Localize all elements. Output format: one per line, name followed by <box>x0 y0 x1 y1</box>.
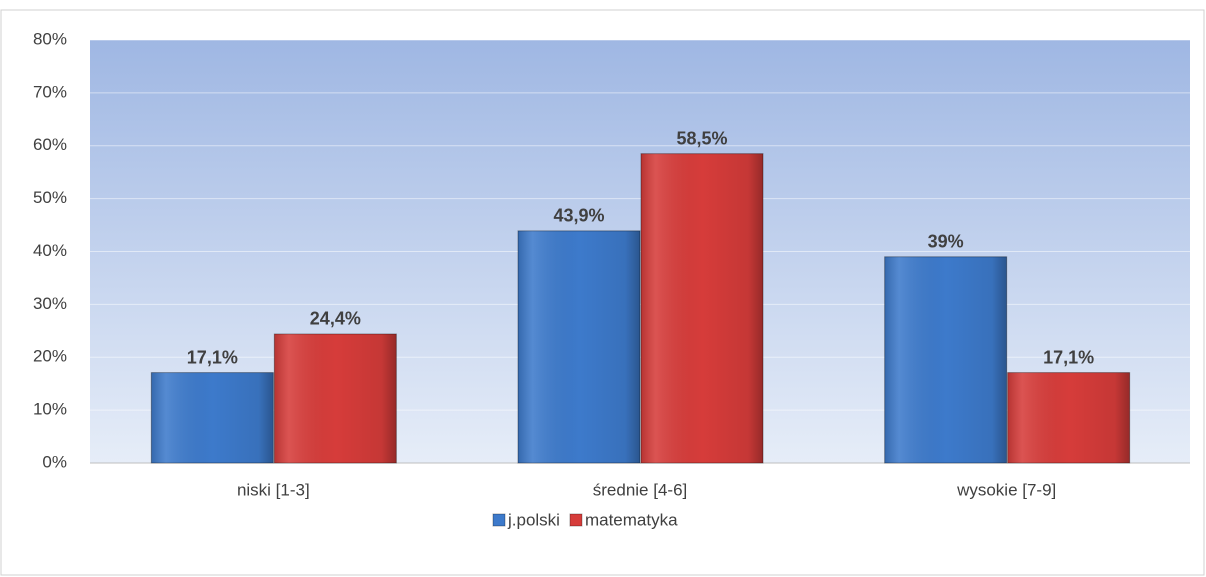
bar-shade <box>274 333 397 463</box>
y-tick-label: 10% <box>33 400 67 419</box>
legend-label: matematyka <box>585 510 678 529</box>
y-tick-label: 40% <box>33 241 67 260</box>
legend-swatch <box>569 513 583 527</box>
y-tick-label: 30% <box>33 294 67 313</box>
data-label: 24,4% <box>310 309 361 329</box>
y-tick-label: 20% <box>33 347 67 366</box>
bar-shade <box>518 230 640 463</box>
bar-shade <box>1007 372 1130 463</box>
data-label: 39% <box>928 232 964 252</box>
data-label: 58,5% <box>676 128 727 148</box>
data-label: 43,9% <box>553 206 604 226</box>
data-label: 17,1% <box>1043 347 1094 367</box>
bar-shade <box>884 256 1007 463</box>
y-tick-label: 0% <box>42 452 67 471</box>
y-tick-label: 60% <box>33 135 67 154</box>
y-tick-label: 80% <box>33 29 67 48</box>
x-tick-label: średnie [4-6] <box>593 480 688 499</box>
x-tick-label: niski [1-3] <box>237 480 310 499</box>
bar-shade <box>151 372 274 463</box>
y-tick-label: 50% <box>33 188 67 207</box>
x-tick-label: wysokie [7-9] <box>956 480 1056 499</box>
legend: j.polski matematyka <box>492 510 678 529</box>
bar-shade <box>641 153 763 463</box>
legend-swatch <box>492 513 506 527</box>
data-label: 17,1% <box>187 347 238 367</box>
legend-label: j.polski <box>507 510 560 529</box>
y-tick-label: 70% <box>33 82 67 101</box>
